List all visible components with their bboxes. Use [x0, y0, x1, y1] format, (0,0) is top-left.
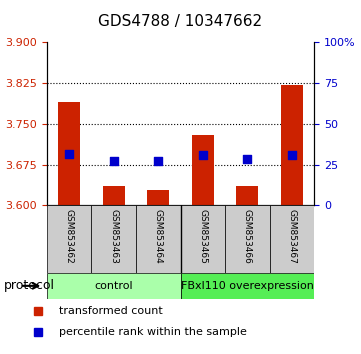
Bar [91, 205, 136, 273]
Bar [270, 205, 314, 273]
Bar [280, 85, 303, 205]
Bar [236, 186, 258, 205]
Point [66, 151, 72, 156]
Bar [47, 273, 180, 299]
Bar [58, 102, 80, 205]
Text: GSM853466: GSM853466 [243, 209, 252, 264]
Text: control: control [95, 281, 133, 291]
Text: GSM853465: GSM853465 [198, 209, 207, 264]
Point [244, 156, 250, 161]
Bar [180, 273, 314, 299]
Bar [103, 186, 125, 205]
Text: percentile rank within the sample: percentile rank within the sample [59, 327, 247, 337]
Text: transformed count: transformed count [59, 306, 163, 316]
Bar [192, 135, 214, 205]
Bar [147, 190, 169, 205]
Text: GSM853463: GSM853463 [109, 209, 118, 264]
Text: GSM853464: GSM853464 [154, 209, 163, 263]
Text: protocol: protocol [4, 279, 55, 292]
Bar [136, 205, 180, 273]
Text: FBxl110 overexpression: FBxl110 overexpression [181, 281, 314, 291]
Bar [180, 205, 225, 273]
Bar [225, 205, 270, 273]
Point [111, 158, 117, 164]
Text: GSM853462: GSM853462 [65, 209, 74, 263]
Point [289, 152, 295, 158]
Text: GDS4788 / 10347662: GDS4788 / 10347662 [99, 14, 262, 29]
Point [155, 158, 161, 164]
Bar [47, 205, 91, 273]
Text: GSM853467: GSM853467 [287, 209, 296, 264]
Point [200, 153, 206, 158]
